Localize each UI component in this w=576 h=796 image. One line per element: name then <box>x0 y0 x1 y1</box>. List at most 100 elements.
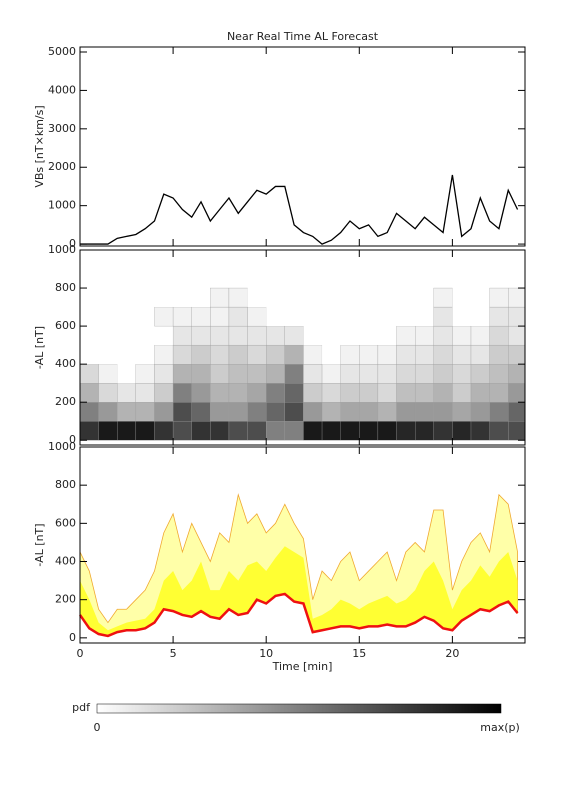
heat-cell <box>284 325 304 346</box>
heat-cell <box>377 307 397 327</box>
heat-cell <box>303 383 323 403</box>
heat-cell <box>377 402 397 422</box>
heat-cell <box>228 287 248 308</box>
y-tick-label: 0 <box>69 433 76 446</box>
heat-cell <box>172 402 192 422</box>
heat-cell <box>266 402 285 422</box>
heat-cell <box>172 383 192 403</box>
heat-cell <box>266 383 285 403</box>
heat-cell <box>210 287 230 308</box>
heat-cell <box>135 345 155 365</box>
heat-cell <box>135 326 155 346</box>
heat-cell <box>228 383 248 403</box>
heat-cell <box>322 307 341 327</box>
heat-cell <box>322 288 341 308</box>
y-axis-label: VBs [nT×km/s] <box>33 105 46 187</box>
heat-cell <box>154 363 174 384</box>
heat-cell <box>470 344 490 365</box>
heat-cell <box>247 363 267 384</box>
plot-frame <box>79 46 526 247</box>
heat-cell <box>359 326 378 346</box>
heat-cell <box>247 288 267 308</box>
heat-cell <box>340 383 360 403</box>
x-tick-label: 5 <box>170 647 177 660</box>
heat-cell <box>433 287 453 308</box>
heat-cell <box>396 288 416 308</box>
heat-cell <box>508 383 526 403</box>
y-tick-label: 1000 <box>48 199 76 212</box>
heat-cell <box>359 363 379 384</box>
y-axis-label: -AL [nT] <box>33 523 46 566</box>
heat-cell <box>452 383 472 403</box>
heat-cell <box>210 325 230 346</box>
heat-cell <box>470 421 490 441</box>
heat-cell <box>303 344 323 365</box>
y-tick-label: 0 <box>69 237 76 250</box>
colorbar <box>96 703 502 714</box>
heat-cell <box>396 344 416 365</box>
heat-cell <box>303 326 323 346</box>
heat-cell <box>266 363 285 384</box>
heat-cell <box>340 344 360 365</box>
heat-cell <box>321 383 341 403</box>
y-tick-label: 4000 <box>48 83 76 96</box>
heat-cell <box>396 402 416 422</box>
heat-cell <box>396 307 416 327</box>
heat-cell <box>98 326 118 346</box>
y-tick-label: 0 <box>69 631 76 644</box>
heat-cell <box>471 288 490 308</box>
heat-cell <box>247 402 267 422</box>
heat-cell <box>79 383 99 403</box>
heat-cell <box>191 288 211 308</box>
heat-cell <box>210 306 230 327</box>
heat-cell <box>489 363 509 384</box>
y-tick-label: 600 <box>55 516 76 529</box>
x-axis-label: Time [min] <box>272 660 333 673</box>
heat-cell <box>80 288 99 308</box>
heat-cell <box>117 345 136 365</box>
heat-cell <box>154 421 174 441</box>
heat-cell <box>508 287 526 308</box>
heat-cell <box>377 383 397 403</box>
data-line <box>80 174 519 245</box>
heat-cell <box>415 307 434 327</box>
x-tick-label: 15 <box>352 647 366 660</box>
heat-cell <box>284 288 304 308</box>
heat-cell <box>452 421 472 441</box>
heat-cell <box>452 363 472 384</box>
heat-cell <box>470 402 490 422</box>
heat-cell <box>303 288 323 308</box>
heat-cell <box>135 307 155 327</box>
heat-cell <box>98 345 118 365</box>
heat-cell <box>284 344 304 365</box>
colorbar-label: pdf <box>72 701 91 714</box>
y-tick-label: 800 <box>55 478 76 491</box>
heat-cell <box>340 363 360 384</box>
heat-cell <box>303 402 323 422</box>
heat-cell <box>172 363 192 384</box>
x-tick-label: 10 <box>259 647 273 660</box>
heat-cell <box>359 307 378 327</box>
heat-cell <box>303 421 323 441</box>
heat-cell <box>489 402 509 422</box>
heat-cell <box>377 421 397 441</box>
heat-cell <box>154 383 174 403</box>
heat-cell <box>135 288 155 308</box>
y-tick-label: 800 <box>55 281 76 294</box>
heat-cell <box>359 383 379 403</box>
heat-cell <box>508 402 526 422</box>
heat-cell <box>322 345 341 365</box>
heat-cell <box>172 306 192 327</box>
heat-cell <box>321 363 341 384</box>
heat-cell <box>191 344 211 365</box>
heat-cell <box>266 344 285 365</box>
heat-cell <box>98 402 118 422</box>
heat-cell <box>284 421 304 441</box>
y-tick-label: 600 <box>55 319 76 332</box>
heat-cell <box>321 421 341 441</box>
y-tick-label: 200 <box>55 395 76 408</box>
heat-cell <box>247 421 267 441</box>
heat-cell <box>489 344 509 365</box>
heat-cell <box>210 421 230 441</box>
heat-cell <box>340 421 360 441</box>
